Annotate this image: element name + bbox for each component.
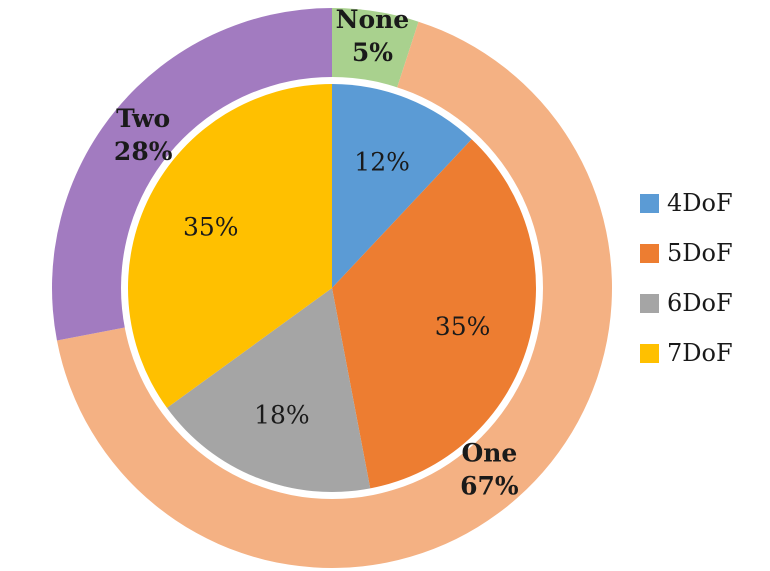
legend-swatch [640,243,659,263]
legend-swatch [640,193,659,213]
inner-label-7dof: 35% [183,212,239,241]
inner-slice-6dof [166,288,371,493]
inner-slice-7dof [127,84,332,408]
legend-label: 7DoF [667,339,733,367]
outer-label-one: One 67% [460,439,519,501]
inner-slice-5dof [332,139,537,489]
legend-swatch [640,293,659,313]
outer-label-none: None 5% [336,5,410,67]
inner-pie [127,84,537,493]
legend-label: 4DoF [667,189,733,217]
legend-swatch [640,343,659,363]
legend-label: 6DoF [667,289,733,317]
inner-slice-4dof [332,84,472,288]
legend-item-5dof: 5DoF [640,239,733,267]
inner-label-6dof: 18% [254,400,310,429]
inner-label-5dof: 35% [435,312,491,341]
legend-label: 5DoF [667,239,733,267]
legend-item-6dof: 6DoF [640,289,733,317]
slice-labels: 12% 35% 18% 35% None 5% One 67% Two 28% [114,5,519,500]
outer-label-two: Two 28% [114,104,173,166]
legend: 4DoF 5DoF 6DoF 7DoF [640,189,733,393]
legend-item-4dof: 4DoF [640,189,733,217]
legend-item-7dof: 7DoF [640,339,733,367]
inner-label-4dof: 12% [354,148,410,177]
